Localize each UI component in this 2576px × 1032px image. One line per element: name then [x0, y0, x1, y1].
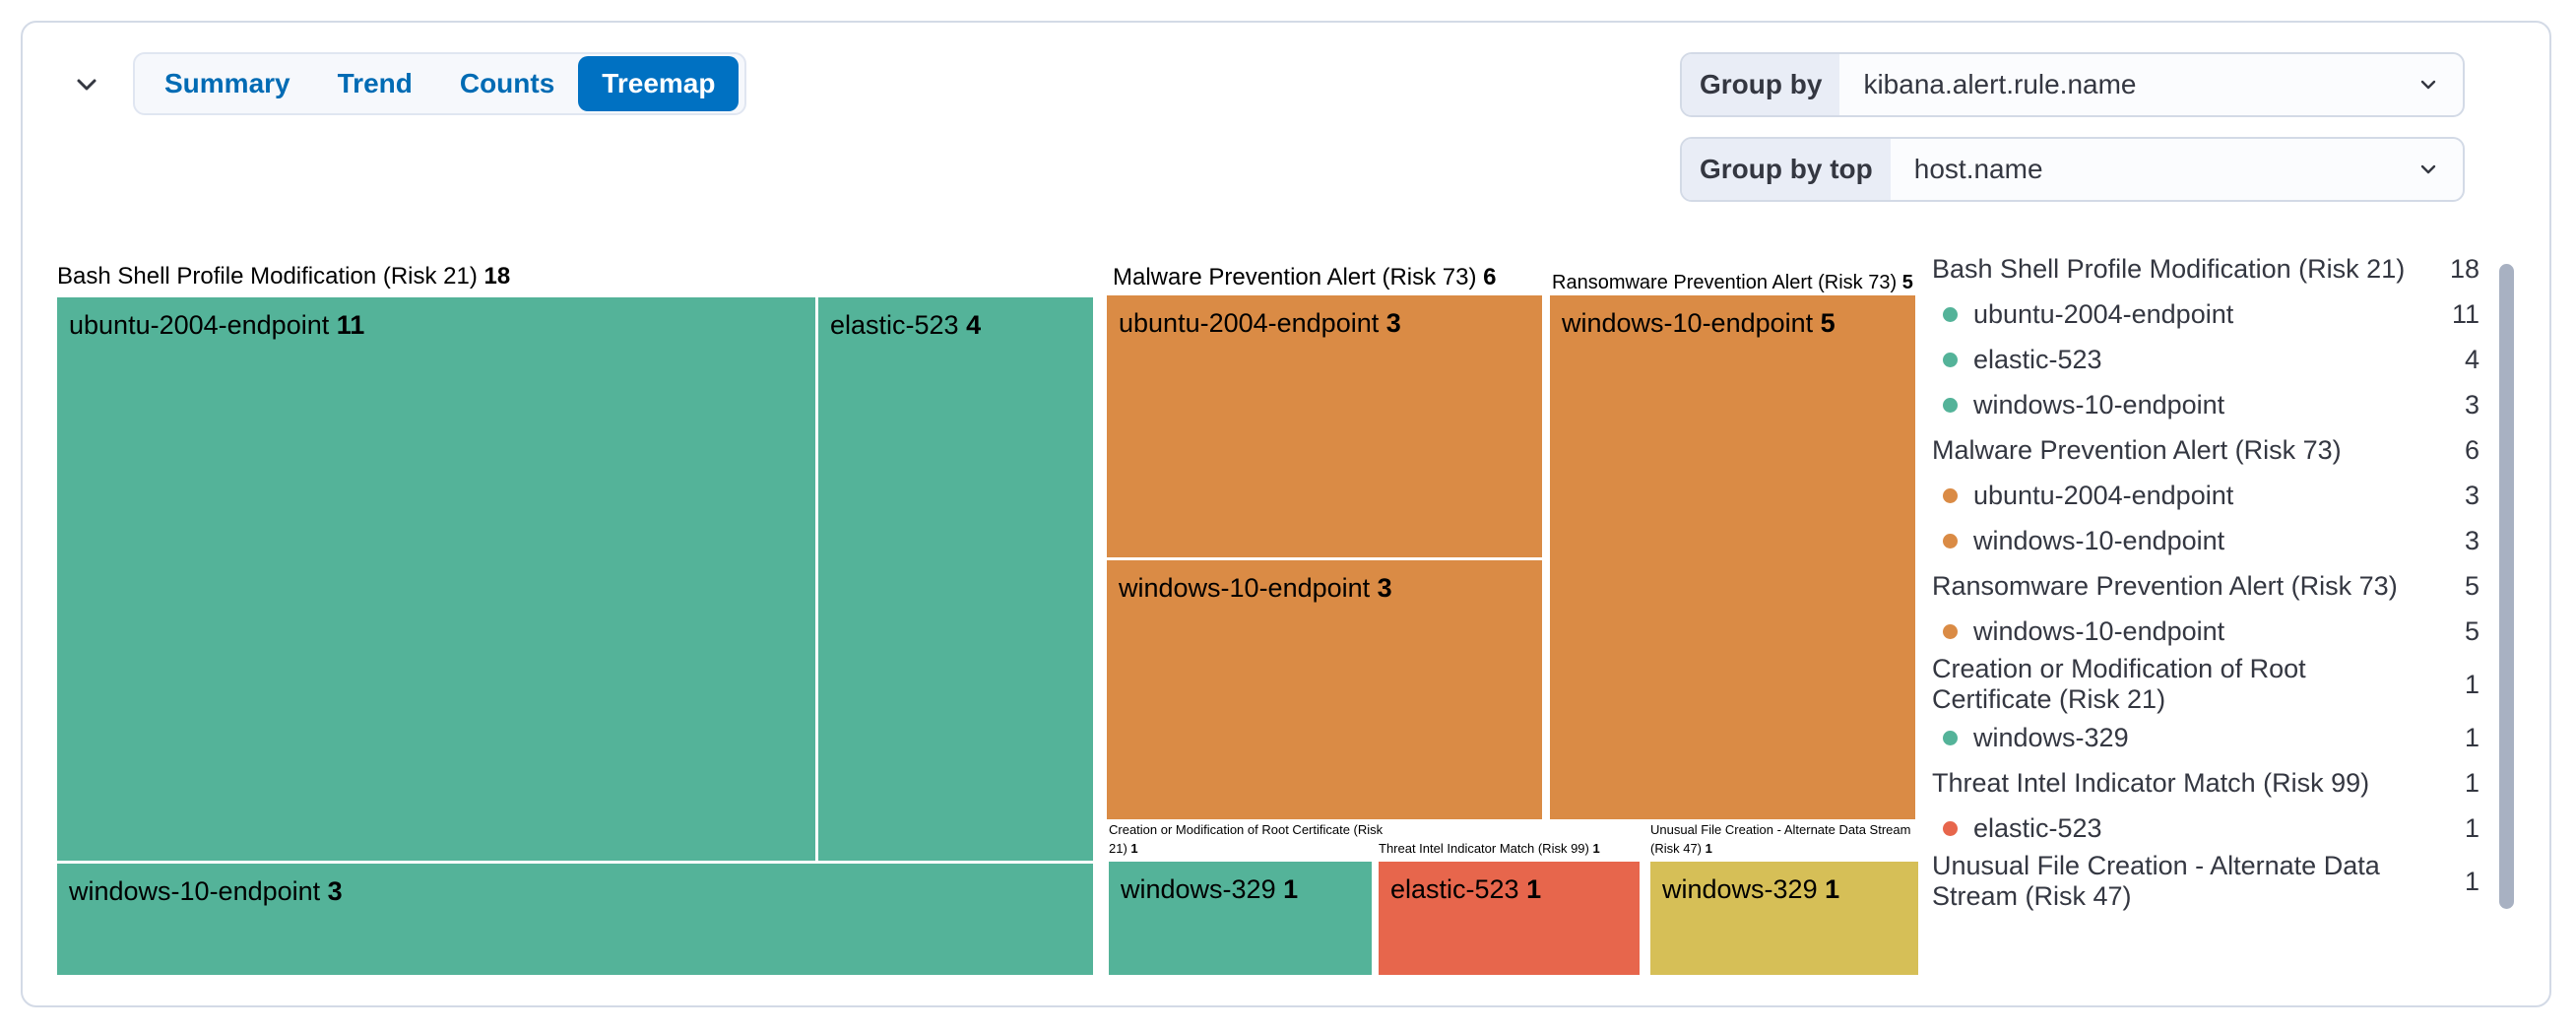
legend-count: 1: [2464, 722, 2479, 752]
legend-count: 3: [2464, 525, 2479, 555]
treemap-legend: Bash Shell Profile Modification (Risk 21…: [1932, 246, 2479, 912]
legend-label: windows-10-endpoint: [1973, 525, 2225, 555]
treemap-group-header: Ransomware Prevention Alert (Risk 73) 5: [1552, 272, 1913, 293]
treemap-cell[interactable]: ubuntu-2004-endpoint 3: [1107, 295, 1542, 557]
legend-item-row[interactable]: windows-10-endpoint 3: [1932, 382, 2479, 427]
group-by-value: kibana.alert.rule.name: [1863, 69, 2137, 99]
legend-count: 1: [2464, 812, 2479, 843]
legend-group-row[interactable]: Creation or Modification of Root Certifi…: [1932, 654, 2479, 715]
treemap-group-header: Creation or Modification of Root Certifi…: [1109, 822, 1384, 856]
collapse-panel-button[interactable]: [63, 62, 110, 109]
treemap-group-header: Bash Shell Profile Modification (Risk 21…: [57, 263, 511, 290]
tab-treemap[interactable]: Treemap: [578, 56, 740, 111]
group-by-top-select[interactable]: Group by top host.name: [1680, 137, 2465, 202]
chevron-down-icon: [70, 68, 103, 104]
legend-item-row[interactable]: elastic-523 4: [1932, 337, 2479, 382]
chevron-down-icon: [2415, 54, 2463, 115]
treemap-cell[interactable]: windows-329 1: [1650, 862, 1918, 975]
legend-label: Threat Intel Indicator Match (Risk 99): [1932, 767, 2370, 798]
legend-label: elastic-523: [1973, 344, 2102, 374]
legend-count: 11: [2451, 298, 2479, 329]
legend-label: Ransomware Prevention Alert (Risk 73): [1932, 570, 2398, 601]
legend-count: 6: [2464, 434, 2479, 465]
legend-count: 1: [2464, 767, 2479, 798]
treemap-group-header: Malware Prevention Alert (Risk 73) 6: [1113, 264, 1497, 290]
legend-group-row[interactable]: Malware Prevention Alert (Risk 73) 6: [1932, 427, 2479, 473]
chevron-down-icon: [2415, 139, 2463, 200]
legend-item-row[interactable]: ubuntu-2004-endpoint 3: [1932, 473, 2479, 518]
legend-scrollbar-thumb[interactable]: [2499, 264, 2514, 909]
legend-group-row[interactable]: Threat Intel Indicator Match (Risk 99) 1: [1932, 760, 2479, 806]
legend-label: ubuntu-2004-endpoint: [1973, 298, 2234, 329]
legend-dot-icon: [1943, 623, 1958, 639]
tab-summary[interactable]: Summary: [141, 56, 314, 111]
legend-group-row[interactable]: Bash Shell Profile Modification (Risk 21…: [1932, 246, 2479, 291]
group-by-top-value: host.name: [1913, 154, 2043, 184]
treemap-cell[interactable]: windows-10-endpoint 5: [1550, 295, 1915, 819]
tab-counts[interactable]: Counts: [436, 56, 578, 111]
legend-count: 1: [2464, 669, 2479, 699]
group-by-label: Group by: [1682, 54, 1840, 115]
legend-count: 3: [2464, 480, 2479, 510]
legend-item-row[interactable]: windows-10-endpoint 5: [1932, 609, 2479, 654]
legend-count: 18: [2449, 253, 2479, 284]
treemap-group-header: Threat Intel Indicator Match (Risk 99) 1: [1379, 841, 1600, 856]
treemap-cell[interactable]: windows-10-endpoint 3: [57, 864, 1093, 975]
legend-dot-icon: [1943, 730, 1958, 745]
legend-dot-icon: [1943, 397, 1958, 413]
legend-label: Creation or Modification of Root Certifi…: [1932, 654, 2306, 714]
legend-item-row[interactable]: windows-10-endpoint 3: [1932, 518, 2479, 563]
legend-count: 1: [2464, 866, 2479, 896]
treemap-cell[interactable]: windows-10-endpoint 3: [1107, 560, 1542, 819]
treemap-cell[interactable]: ubuntu-2004-endpoint 11: [57, 297, 815, 861]
legend-label: Malware Prevention Alert (Risk 73): [1932, 434, 2342, 465]
legend-dot-icon: [1943, 820, 1958, 836]
legend-label: ubuntu-2004-endpoint: [1973, 480, 2234, 510]
legend-dot-icon: [1943, 306, 1958, 322]
group-by-select[interactable]: Group by kibana.alert.rule.name: [1680, 52, 2465, 117]
group-by-top-label: Group by top: [1682, 139, 1891, 200]
legend-group-row[interactable]: Unusual File Creation - Alternate Data S…: [1932, 851, 2479, 912]
legend-count: 5: [2464, 615, 2479, 646]
legend-label: windows-329: [1973, 722, 2129, 752]
treemap-group-header: Unusual File Creation - Alternate Data S…: [1650, 822, 1911, 856]
legend-count: 3: [2464, 389, 2479, 419]
legend-count: 4: [2464, 344, 2479, 374]
legend-label: windows-10-endpoint: [1973, 389, 2225, 419]
legend-label: Bash Shell Profile Modification (Risk 21…: [1932, 253, 2406, 284]
treemap-cell[interactable]: elastic-523 4: [818, 297, 1093, 861]
legend-dot-icon: [1943, 487, 1958, 503]
legend-label: elastic-523: [1973, 812, 2102, 843]
legend-dot-icon: [1943, 352, 1958, 367]
legend-label: Unusual File Creation - Alternate Data S…: [1932, 851, 2380, 911]
tab-trend[interactable]: Trend: [314, 56, 436, 111]
legend-item-row[interactable]: ubuntu-2004-endpoint 11: [1932, 291, 2479, 337]
legend-count: 5: [2464, 570, 2479, 601]
legend-item-row[interactable]: elastic-523 1: [1932, 806, 2479, 851]
treemap-cell[interactable]: elastic-523 1: [1379, 862, 1640, 975]
legend-label: windows-10-endpoint: [1973, 615, 2225, 646]
treemap-cell[interactable]: windows-329 1: [1109, 862, 1372, 975]
legend-dot-icon: [1943, 533, 1958, 548]
chart-view-button-group: Summary Trend Counts Treemap: [133, 52, 747, 115]
legend-item-row[interactable]: windows-329 1: [1932, 715, 2479, 760]
legend-group-row[interactable]: Ransomware Prevention Alert (Risk 73) 5: [1932, 563, 2479, 609]
